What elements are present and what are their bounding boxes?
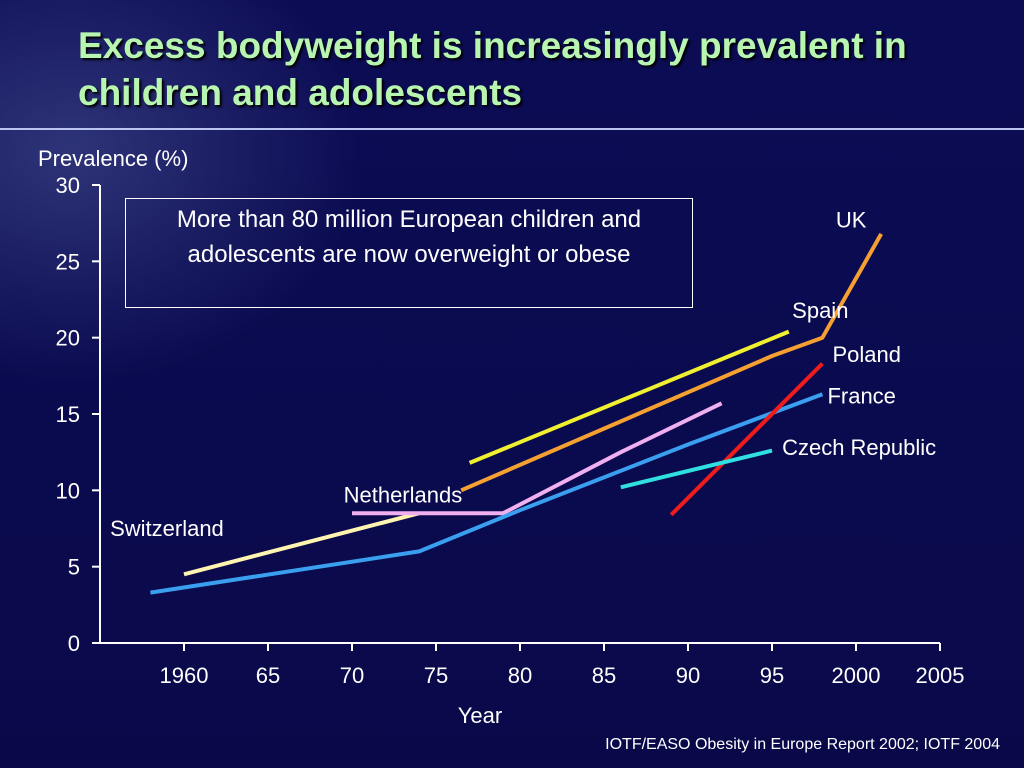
series-label-spain: Spain [792, 298, 848, 323]
x-tick-label: 65 [256, 663, 280, 688]
series-line-spain [468, 329, 790, 465]
series-label-france: France [827, 383, 895, 408]
chart-series [150, 232, 883, 595]
y-axis-label: Prevalence (%) [38, 146, 188, 171]
x-tick-label: 95 [760, 663, 784, 688]
x-tick-label: 2000 [832, 663, 881, 688]
series-line-poland [669, 362, 824, 517]
series-label-netherlands: Netherlands [344, 483, 463, 508]
series-line-netherlands [352, 401, 723, 516]
y-tick-label: 25 [56, 249, 80, 274]
series-label-czech-republic: Czech Republic [782, 435, 936, 460]
title-divider [0, 128, 1024, 130]
x-axis-label: Year [458, 703, 502, 728]
series-line-switzerland [183, 511, 420, 577]
x-tick-label: 70 [340, 663, 364, 688]
series-line-uk [460, 232, 883, 493]
callout-box: More than 80 million European children a… [125, 198, 693, 308]
x-tick-label: 90 [676, 663, 700, 688]
source-citation: IOTF/EASO Obesity in Europe Report 2002;… [605, 736, 1000, 753]
y-tick-label: 15 [56, 402, 80, 427]
x-tick-label: 85 [592, 663, 616, 688]
chart-axes: 0 5 10 15 20 25 30 1960 65 70 75 80 85 90 95 2000 2005 [56, 173, 965, 688]
y-tick-label: 5 [68, 555, 80, 580]
x-tick-label: 75 [424, 663, 448, 688]
series-line-france [150, 392, 824, 595]
y-tick-label: 10 [56, 478, 80, 503]
x-tick-label: 80 [508, 663, 532, 688]
series-label-uk: UK [836, 208, 867, 233]
y-tick-label: 0 [68, 631, 80, 656]
y-tick-label: 20 [56, 326, 80, 351]
series-line-czech-republic [620, 448, 773, 490]
slide-title: Excess bodyweight is increasingly preval… [78, 25, 907, 113]
y-tick-label: 30 [56, 173, 80, 198]
chart-series-labels: UK Spain Poland France Czech Republic Netherl… [110, 208, 936, 541]
series-label-poland: Poland [832, 342, 901, 367]
x-tick-label: 2005 [916, 663, 965, 688]
series-label-switzerland: Switzerland [110, 516, 224, 541]
x-tick-label: 1960 [160, 663, 209, 688]
